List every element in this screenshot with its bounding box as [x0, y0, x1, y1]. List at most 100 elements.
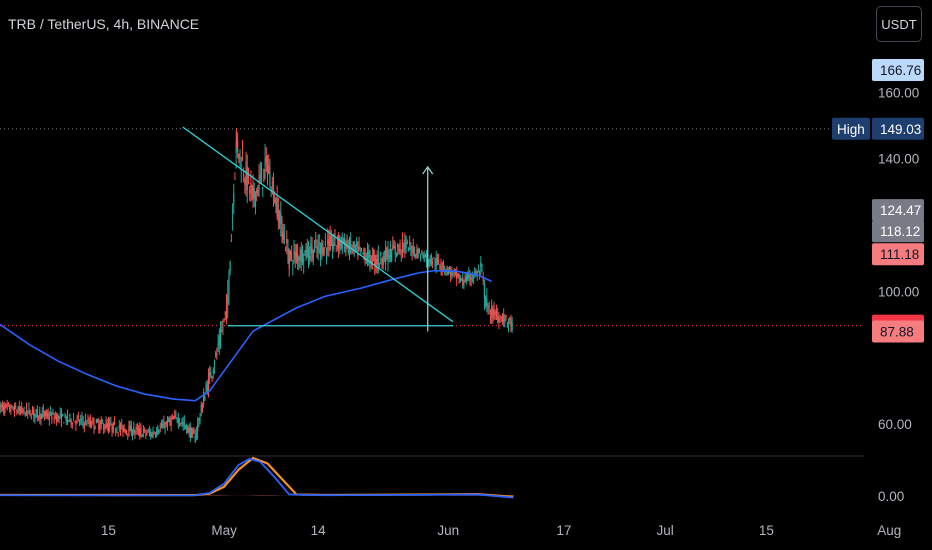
candle-body	[492, 309, 494, 319]
candle-body	[22, 410, 24, 413]
price-tag	[872, 117, 924, 140]
candle-body	[456, 271, 458, 279]
candle-body	[470, 277, 472, 280]
candle-body	[250, 182, 252, 187]
candle-body	[499, 321, 501, 323]
candle-body	[369, 250, 371, 264]
candle-body	[424, 254, 426, 258]
candle-body	[465, 275, 467, 282]
candle-body	[66, 413, 69, 420]
candle-body	[339, 241, 341, 245]
candle-body	[45, 411, 47, 417]
candle-body	[254, 191, 257, 206]
candle-body	[268, 165, 270, 174]
candle-body	[409, 241, 411, 244]
candle-body	[321, 243, 323, 254]
candle-body	[190, 428, 193, 438]
candle-body	[109, 423, 111, 428]
candle-body	[234, 178, 236, 180]
candle-body	[13, 405, 16, 415]
candle-body	[468, 273, 470, 279]
drawings[interactable]	[182, 126, 454, 332]
candle-body	[318, 242, 320, 244]
candle-body	[287, 250, 289, 263]
candle-body	[200, 404, 202, 412]
candle-body	[376, 259, 378, 265]
candle-body	[505, 315, 507, 317]
candle-body	[366, 251, 369, 262]
candle-body	[207, 377, 210, 391]
y-axis[interactable]: 160.00 140.00 100.00 60.00	[878, 85, 919, 432]
candle-body	[372, 255, 375, 257]
candle-body	[166, 420, 169, 427]
candle-body	[483, 284, 486, 299]
x-tick-label: 15	[101, 523, 116, 538]
candle-body	[78, 422, 81, 424]
candle-body	[176, 420, 178, 421]
candle-body	[100, 420, 102, 425]
candle-body	[53, 417, 55, 421]
candle-body	[181, 421, 183, 424]
candle-body	[129, 425, 131, 432]
candle-body	[105, 422, 107, 429]
candle-body	[294, 251, 296, 260]
candle-body	[510, 320, 512, 326]
candle-body	[222, 326, 224, 328]
candle-body	[259, 175, 261, 178]
candle-body	[438, 259, 440, 264]
candle-body	[258, 177, 260, 184]
candle-body	[487, 305, 489, 309]
candle-body	[87, 418, 89, 420]
candle-body	[1, 405, 4, 408]
candle-body	[407, 247, 410, 252]
candle-body	[36, 408, 38, 418]
candle-body	[46, 411, 48, 415]
candle-body	[112, 422, 114, 432]
candle-body	[74, 421, 76, 423]
candle-body	[309, 255, 311, 260]
candle-body	[387, 250, 389, 262]
currency-button[interactable]: USDT	[876, 6, 922, 42]
candle-body	[15, 405, 17, 409]
candle-body	[474, 271, 476, 274]
candle-body	[238, 153, 240, 160]
price-tag-label: 111.18	[880, 247, 919, 262]
candle-body	[293, 250, 295, 254]
candle-body	[392, 244, 394, 251]
candle-body	[101, 422, 104, 424]
candle-body	[122, 425, 124, 433]
candle-body	[488, 306, 490, 308]
candle-body	[504, 319, 506, 323]
candle-body	[117, 432, 119, 434]
candle-body	[336, 244, 338, 246]
candle-body	[440, 262, 442, 270]
candle-body	[280, 212, 282, 224]
candle-body	[10, 409, 12, 412]
candle-body	[244, 179, 246, 185]
candle-body	[187, 427, 189, 433]
candle-body	[303, 258, 305, 263]
candle-body	[406, 241, 408, 243]
candle-body	[329, 235, 331, 250]
candle-body	[150, 432, 152, 436]
candle-body	[419, 256, 422, 258]
candle-body	[351, 249, 353, 253]
candle-body	[306, 249, 308, 257]
candle-body	[506, 321, 508, 323]
candle-body	[134, 431, 136, 434]
candle-body	[47, 413, 49, 418]
candle-body	[243, 174, 245, 177]
price-tag-label: 118.12	[880, 224, 920, 239]
candle-body	[57, 415, 59, 421]
y-tick-label: 140.00	[878, 152, 919, 167]
x-axis[interactable]: 15 May 14 Jun 17 Jul 15 Aug	[101, 523, 901, 538]
candle-body	[113, 422, 116, 424]
candle-body	[172, 418, 175, 420]
candle-body	[491, 306, 493, 317]
candle-body	[240, 169, 242, 171]
candle-body	[497, 315, 499, 322]
candle-body	[469, 274, 471, 281]
candle-body	[175, 413, 177, 416]
candle-body	[209, 372, 211, 376]
